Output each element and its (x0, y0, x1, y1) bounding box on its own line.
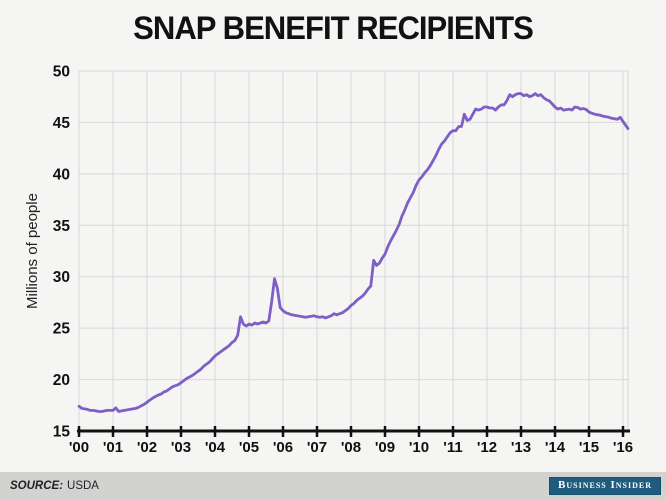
y-tick-label: 30 (53, 269, 70, 286)
x-tick-label: '09 (375, 439, 395, 456)
y-tick-label: 45 (53, 115, 71, 132)
footer-bar: SOURCE: USDA Business Insider (0, 472, 666, 500)
y-tick-label: 20 (53, 372, 70, 389)
x-tick-label: '14 (545, 439, 566, 456)
x-tick-label: '02 (137, 439, 157, 456)
x-tick-label: '06 (273, 439, 293, 456)
x-tick-label: '13 (511, 439, 531, 456)
x-tick-label: '10 (409, 439, 429, 456)
source-attribution: SOURCE: USDA (10, 480, 99, 492)
x-tick-label: '08 (341, 439, 361, 456)
x-tick-label: '16 (613, 439, 633, 456)
y-tick-label: 15 (53, 424, 71, 441)
business-insider-logo: Business Insider (549, 477, 661, 495)
data-line-snap-recipients (77, 92, 630, 413)
y-tick-label: 50 (53, 64, 70, 81)
x-tick-label: '04 (205, 439, 226, 456)
chart-title: SNAP BENEFIT RECIPIENTS (133, 10, 534, 46)
source-label: SOURCE: (10, 480, 64, 492)
x-tick-label: '15 (579, 439, 599, 456)
x-tick-label: '01 (103, 439, 123, 456)
x-tick-label: '11 (443, 439, 462, 456)
x-tick-label: '00 (69, 439, 89, 456)
x-tick-label: '05 (239, 439, 259, 456)
y-tick-label: 40 (53, 166, 70, 183)
x-tick-label: '12 (477, 439, 497, 456)
plot-border (78, 70, 629, 432)
y-tick-label: 25 (53, 321, 71, 338)
source-value: USDA (67, 480, 99, 492)
x-tick-label: '07 (307, 439, 327, 456)
y-tick-label: 35 (53, 218, 71, 235)
y-axis-title: Millions of people (24, 193, 41, 309)
x-tick-label: '03 (171, 439, 191, 456)
